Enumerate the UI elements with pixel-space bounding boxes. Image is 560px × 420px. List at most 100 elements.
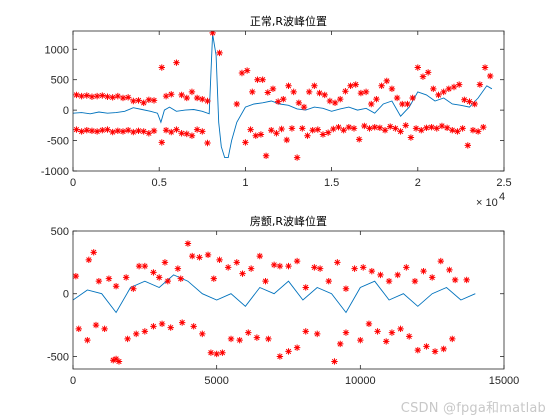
r-peak-marker [394,271,401,279]
y-tick-label: -500 [47,136,69,148]
r-peak-marker [168,91,175,98]
r-peak-marker [351,265,358,272]
r-peak-marker [161,259,169,266]
x-tick-label: 2.5 [496,177,511,189]
r-peak-marker [450,83,458,91]
r-peak-marker [122,274,130,281]
r-peak-marker [365,320,373,328]
r-peak-marker [104,93,111,100]
r-peak-marker [357,336,364,344]
r-peak-marker [300,103,308,111]
r-peak-marker [374,328,381,335]
r-peak-marker [216,49,223,57]
plot-content [73,240,476,365]
r-peak-marker [112,283,120,290]
axes-box [72,30,505,172]
r-peak-marker [178,130,185,137]
r-peak-marker [145,130,153,137]
r-peak-marker [268,127,275,134]
r-peak-marker [393,94,401,102]
r-peak-marker [193,94,201,102]
r-peak-marker [114,127,122,135]
r-peak-marker [262,277,269,285]
r-peak-marker [335,123,342,131]
r-peak-marker [360,264,367,271]
r-peak-marker [204,97,211,105]
r-peak-marker [309,127,316,134]
r-peak-marker [210,275,217,282]
r-peak-marker [90,249,97,256]
r-peak-marker [83,92,90,99]
r-peak-marker [357,89,365,97]
axes-box [72,230,505,370]
r-peak-marker [177,275,184,282]
x-tick-label: 0 [70,375,76,387]
r-peak-marker [461,96,468,103]
r-peak-marker [140,128,147,135]
r-peak-marker [84,336,91,344]
r-peak-marker [368,100,375,108]
r-peak-marker [135,127,142,135]
r-peak-marker [383,77,390,85]
r-peak-marker [110,357,117,364]
y-tick-label: 500 [51,75,69,87]
r-peak-marker [459,125,466,132]
r-peak-marker [321,91,328,99]
r-peak-marker [463,276,470,284]
r-peak-marker [376,124,384,131]
r-peak-marker [73,126,80,133]
r-peak-marker [480,123,487,131]
r-peak-marker [115,358,123,365]
r-peak-marker [278,125,285,133]
r-peak-marker [276,262,284,270]
x-tick-label: 1.5 [324,177,339,189]
r-peak-marker [105,275,113,282]
r-peak-marker [274,98,282,105]
r-peak-marker [371,123,378,131]
r-peak-marker [302,328,309,335]
r-peak-marker [141,328,149,335]
r-peak-marker [466,98,473,105]
r-peak-marker [242,139,249,146]
r-peak-marker [184,240,192,247]
r-peak-marker [141,262,149,270]
r-peak-marker [130,285,137,292]
r-peak-marker [164,277,172,285]
r-peak-marker [324,129,332,136]
subplot-1: 0 0.5 1 1.5 2 2.5 -1000 -500 0 500 1000 正常,R波峰位置 × 1… [41,14,512,209]
r-peak-marker [403,264,410,271]
r-peak-marker [238,69,246,77]
r-peak-marker [293,154,301,161]
r-peak-marker [388,85,396,93]
plot-area [73,231,504,369]
r-peak-marker [443,124,451,131]
r-peak-marker [104,126,111,133]
y-tick-label: 0 [63,105,69,117]
signal-line [73,274,476,314]
r-peak-marker [247,126,254,133]
r-peak-marker [75,325,82,333]
r-peak-marker [424,69,432,76]
r-peak-marker [469,127,477,134]
r-peak-marker [273,130,280,137]
r-peak-marker [342,88,349,95]
r-peak-marker [435,91,442,99]
r-peak-marker [334,259,341,266]
r-peak-marker [227,335,235,343]
r-peak-marker [145,96,153,103]
r-peak-marker [373,95,380,103]
r-peak-marker [337,340,344,348]
r-peak-marker [440,88,447,96]
r-peak-marker [119,94,127,102]
r-peak-marker [233,100,240,108]
r-peak-marker [399,100,406,108]
r-peak-marker [316,265,324,272]
r-peak-marker [158,139,165,146]
r-peak-marker [464,142,471,149]
r-peak-marker [178,319,186,326]
r-peak-marker [256,252,263,260]
r-peak-marker [173,59,180,66]
r-peak-marker [150,323,157,330]
r-peak-marker [280,95,287,103]
